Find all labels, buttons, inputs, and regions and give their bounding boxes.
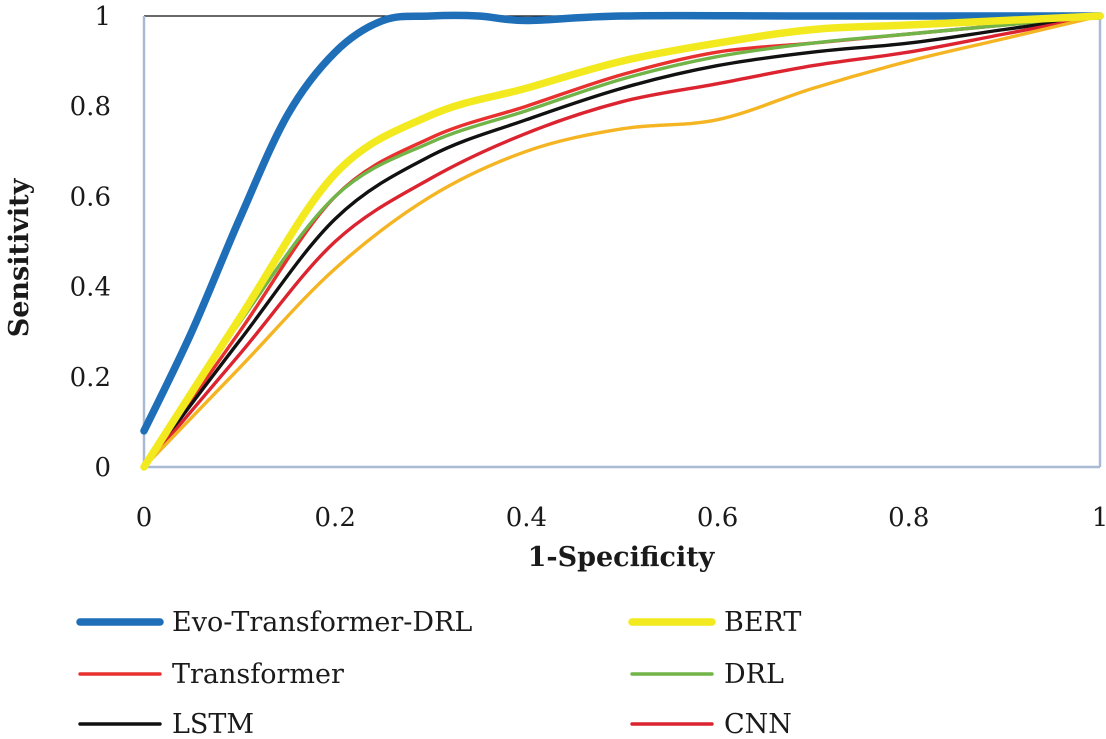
y-axis-ticks: 0 0.2 0.4 0.6 0.8 1 — [70, 2, 111, 483]
series-lines — [140, 11, 1104, 471]
y-axis-title: Sensitivity — [4, 177, 35, 337]
y-tick-label: 0.2 — [70, 363, 111, 393]
x-axis-title: 1-Specificity — [528, 542, 716, 573]
legend-label-evo-transformer-drl: Evo-Transformer-DRL — [172, 607, 472, 638]
series-line-lstm — [142, 14, 1102, 469]
y-tick-label: 0.8 — [70, 92, 111, 122]
y-tick-label: 0.6 — [70, 182, 111, 212]
series-line-evo-transformer-drl — [140, 11, 1104, 435]
series-line-cnn — [142, 14, 1102, 469]
y-tick-label: 1 — [94, 2, 111, 32]
legend: Evo-Transformer-DRL BERT Transformer DRL LST… — [76, 607, 801, 739]
x-tick-label: 0.6 — [697, 503, 738, 533]
legend-label-drl: DRL — [724, 659, 784, 690]
legend-label-cnn: CNN — [724, 709, 792, 739]
series-line-drl — [142, 14, 1102, 469]
series-line-bert — [140, 12, 1104, 471]
x-axis-ticks: 0 0.2 0.4 0.6 0.8 1 — [136, 503, 1106, 533]
legend-label-lstm: LSTM — [172, 709, 254, 739]
x-tick-label: 0.2 — [315, 503, 356, 533]
x-tick-label: 0 — [136, 503, 153, 533]
x-tick-label: 1 — [1092, 503, 1106, 533]
legend-label-bert: BERT — [724, 607, 801, 638]
y-tick-label: 0 — [94, 453, 111, 483]
x-tick-label: 0.8 — [888, 503, 929, 533]
x-tick-label: 0.4 — [506, 503, 547, 533]
y-tick-label: 0.4 — [70, 273, 111, 303]
legend-label-transformer: Transformer — [172, 659, 344, 690]
series-line-unlabeled — [142, 14, 1102, 469]
